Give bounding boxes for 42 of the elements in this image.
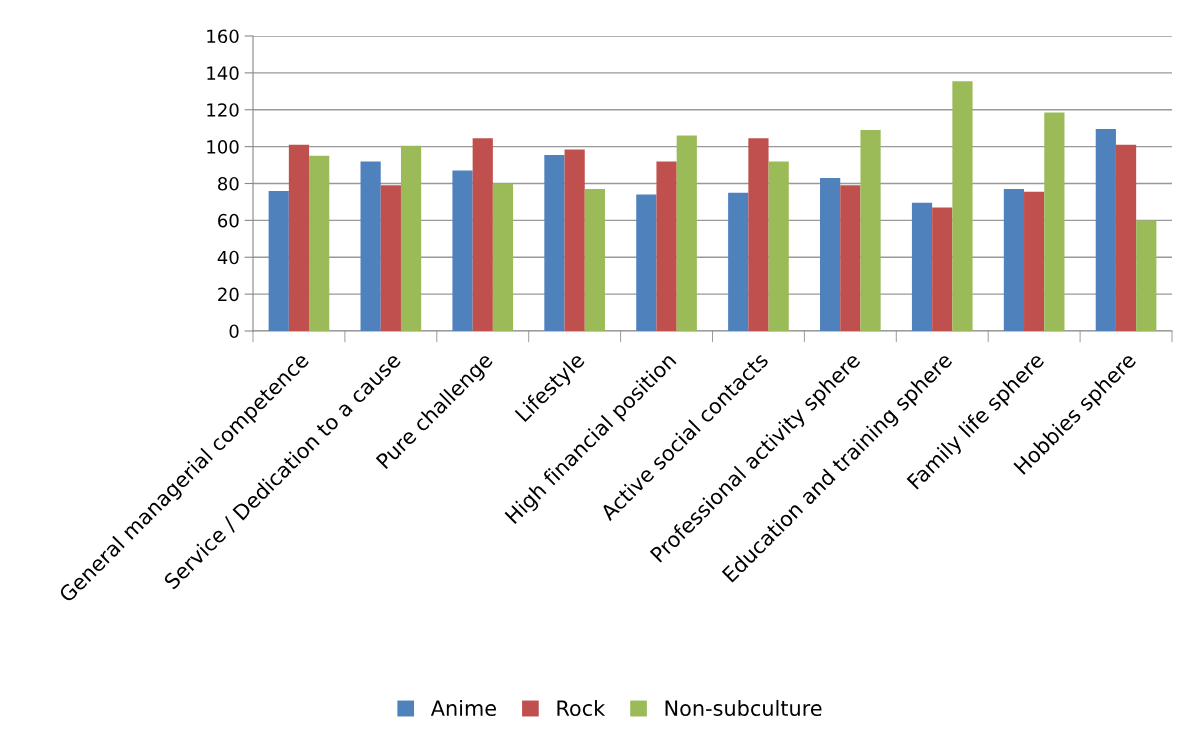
- y-tick-label: 80: [218, 176, 239, 191]
- y-tick-label: 40: [217, 250, 239, 265]
- y-tick-label: 0: [229, 324, 239, 339]
- legend-label: Rock: [557, 699, 606, 717]
- bar: [676, 135, 697, 331]
- bar: [309, 155, 330, 331]
- y-tick-label: 120: [207, 103, 239, 117]
- bar: [400, 145, 422, 331]
- bar: [768, 161, 789, 331]
- legend-label: Non-subculture: [665, 699, 822, 717]
- bar: [952, 81, 973, 331]
- bar: [564, 149, 585, 331]
- bar: [268, 190, 289, 331]
- bar: [472, 138, 493, 331]
- bar: [728, 192, 749, 331]
- bar: [492, 183, 514, 331]
- bar: [380, 185, 401, 331]
- bar: [1095, 129, 1116, 331]
- y-tick-label: 160: [207, 29, 239, 44]
- bar: [748, 138, 769, 331]
- bar: [1024, 191, 1045, 331]
- bar: [636, 194, 657, 331]
- bar: [452, 170, 473, 331]
- bar: [840, 185, 861, 331]
- legend-label: Anime: [430, 699, 496, 717]
- bar: [932, 207, 953, 331]
- bar: [1115, 144, 1137, 331]
- y-tick-label: 100: [207, 140, 239, 154]
- y-tick-label: 20: [218, 287, 239, 302]
- bar: [911, 202, 933, 331]
- bar: [820, 177, 841, 331]
- bar: [860, 130, 881, 331]
- y-tick-label: 60: [218, 213, 239, 228]
- bar: [584, 189, 605, 331]
- bar: [288, 144, 310, 331]
- bar: [360, 161, 381, 331]
- y-tick-label: 140: [207, 66, 239, 80]
- bar: [1003, 189, 1025, 331]
- bar: [1044, 112, 1065, 331]
- bar: [656, 161, 677, 331]
- bar: [544, 154, 565, 331]
- bar: [1136, 220, 1157, 331]
